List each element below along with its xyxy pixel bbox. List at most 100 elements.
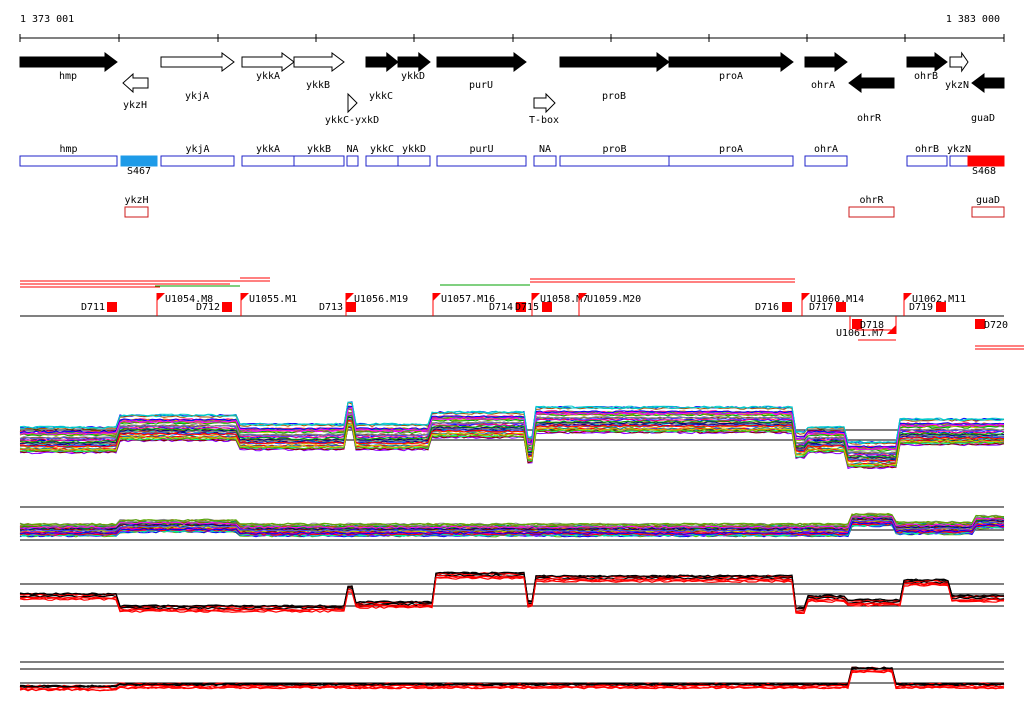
annotation-box-ykkB[interactable]	[293, 155, 345, 167]
feature-marker-ykkC-yxkD[interactable]	[347, 92, 358, 114]
annotation-box-ohrB[interactable]	[906, 155, 948, 167]
segment-marker-D718[interactable]	[852, 319, 862, 329]
annotation-label-proB: proB	[602, 144, 626, 155]
reverse-annotation-label-ohrR: ohrR	[859, 195, 884, 206]
gene-arrow-ykjA[interactable]	[160, 52, 235, 72]
segment-marker-D715[interactable]	[542, 302, 552, 312]
segment-flag-U1057.M16[interactable]	[433, 293, 441, 301]
reverse-annotation-label-ykzH: ykzH	[124, 195, 148, 206]
segment-label: D720	[984, 320, 1008, 331]
coordinate-ruler: 1 373 001 1 383 000	[19, 14, 1005, 42]
end-coordinate: 1 383 000	[946, 14, 1000, 25]
gene-arrow-ykkA[interactable]	[241, 52, 295, 72]
expression-panel-2	[19, 506, 1005, 541]
segment-label: D711	[81, 302, 105, 313]
expression-trace	[19, 521, 1005, 535]
segment-label: D717	[809, 302, 833, 313]
expression-trace	[19, 666, 1004, 689]
expression-trace	[19, 512, 1005, 526]
annotation-label-ohrB: ohrB	[915, 144, 939, 155]
reverse-annotation-box-ohrR[interactable]	[848, 206, 895, 218]
segment-marker-D711[interactable]	[107, 302, 117, 312]
expression-trace	[19, 413, 1005, 455]
annotation-label-NA: NA	[346, 144, 358, 155]
gene-label-ykkD: ykkD	[401, 71, 425, 82]
gene-label-ykkB: ykkB	[306, 80, 330, 91]
segment-label: U1057.M16	[441, 294, 495, 305]
expression-trace	[19, 424, 1005, 468]
annotation-box-ykkD[interactable]	[397, 155, 431, 167]
annotation-box-ohrA[interactable]	[804, 155, 848, 167]
expression-trace	[19, 576, 1004, 614]
reverse-annotation-box-ykzH[interactable]	[124, 206, 149, 218]
gene-arrow-proA[interactable]	[668, 52, 794, 72]
annotation-box-ykkA[interactable]	[241, 155, 295, 167]
segment-marker-D714[interactable]	[516, 302, 526, 312]
gene-label-ohrA: ohrA	[811, 80, 835, 91]
annotation-box-proB[interactable]	[559, 155, 670, 167]
gene-arrow-ykkB[interactable]	[293, 52, 345, 72]
annotation-box-proA[interactable]	[668, 155, 794, 167]
gene-label-ohrB: ohrB	[914, 71, 938, 82]
segment-marker-D717[interactable]	[836, 302, 846, 312]
expression-panel-1	[19, 401, 1005, 470]
segment-flag-U1059.M20[interactable]	[579, 293, 587, 301]
gene-arrow-ykkD[interactable]	[397, 51, 431, 73]
segment-marker-D712[interactable]	[222, 302, 232, 312]
expression-trace	[19, 670, 1005, 692]
gene-arrow-ohrR[interactable]	[848, 73, 895, 93]
annotation-box-NA[interactable]	[346, 155, 359, 167]
reverse-gene-track: ykzH ohrR guaD	[122, 72, 1005, 124]
ruler-ticks	[19, 34, 1005, 42]
gene-arrow-ohrA[interactable]	[804, 52, 848, 72]
expression-trace	[19, 571, 1004, 610]
annotation-box-ykkC[interactable]	[365, 155, 399, 167]
start-coordinate: 1 373 001	[20, 14, 74, 25]
gene-arrow-ykzN[interactable]	[949, 51, 969, 73]
segment-flag-U1056.M19[interactable]	[346, 293, 354, 301]
gene-arrow-hmp[interactable]	[19, 52, 118, 72]
feature-label-ykkC-yxkD: ykkC-yxkD	[325, 115, 379, 126]
segment-marker-D719[interactable]	[936, 302, 946, 312]
expression-trace	[19, 412, 1005, 454]
expression-trace	[19, 423, 1005, 466]
gene-arrow-guaD[interactable]	[971, 73, 1005, 93]
segment-flag-U1060.M14[interactable]	[802, 293, 810, 301]
segment-label: U1058.M7	[540, 294, 588, 305]
reverse-annotation-box-guaD[interactable]	[971, 206, 1005, 218]
segment-label: D713	[319, 302, 343, 313]
gene-arrow-ykkC[interactable]	[365, 51, 399, 73]
segment-label: D716	[755, 302, 779, 313]
gene-label-ykjA: ykjA	[185, 91, 209, 102]
gene-arrow-ohrB[interactable]	[906, 52, 948, 72]
reverse-annotation-box-track: ykzH ohrR guaD	[124, 195, 1005, 218]
segment-flag-U1055.M1[interactable]	[241, 293, 249, 301]
segment-marker-D720[interactable]	[975, 319, 985, 329]
annotation-label-hmp: hmp	[59, 144, 77, 155]
expression-trace	[19, 515, 1005, 529]
annotation-box-purU[interactable]	[436, 155, 527, 167]
segment-label: U1061.M7	[836, 328, 884, 339]
expression-trace	[19, 575, 1005, 614]
segment-marker-D716[interactable]	[782, 302, 792, 312]
annotation-box-S467[interactable]	[120, 155, 158, 167]
annotation-label-NA: NA	[539, 144, 551, 155]
annotation-label-ykkC: ykkC	[370, 144, 394, 155]
annotation-box-ykzN[interactable]	[949, 155, 969, 167]
annotation-box-ykjA[interactable]	[160, 155, 235, 167]
expression-trace	[20, 416, 1005, 459]
annotation-box-S468[interactable]	[967, 155, 1005, 167]
annotation-label-ohrA: ohrA	[814, 144, 838, 155]
gene-arrow-proB[interactable]	[559, 52, 670, 72]
feature-marker-T-box[interactable]	[533, 92, 556, 114]
segment-marker-D713[interactable]	[346, 302, 356, 312]
segment-flag-U1058.M7[interactable]	[532, 293, 540, 301]
gene-arrow-ykzH[interactable]	[122, 72, 149, 94]
gene-label-proB: proB	[602, 91, 626, 102]
segment-flag-U1054.M8[interactable]	[157, 293, 165, 301]
gene-label-ykzH: ykzH	[123, 100, 147, 111]
annotation-box-NA[interactable]	[533, 155, 557, 167]
segment-flag-U1062.M11[interactable]	[904, 293, 912, 301]
gene-arrow-purU[interactable]	[436, 52, 527, 72]
annotation-box-hmp[interactable]	[19, 155, 118, 167]
